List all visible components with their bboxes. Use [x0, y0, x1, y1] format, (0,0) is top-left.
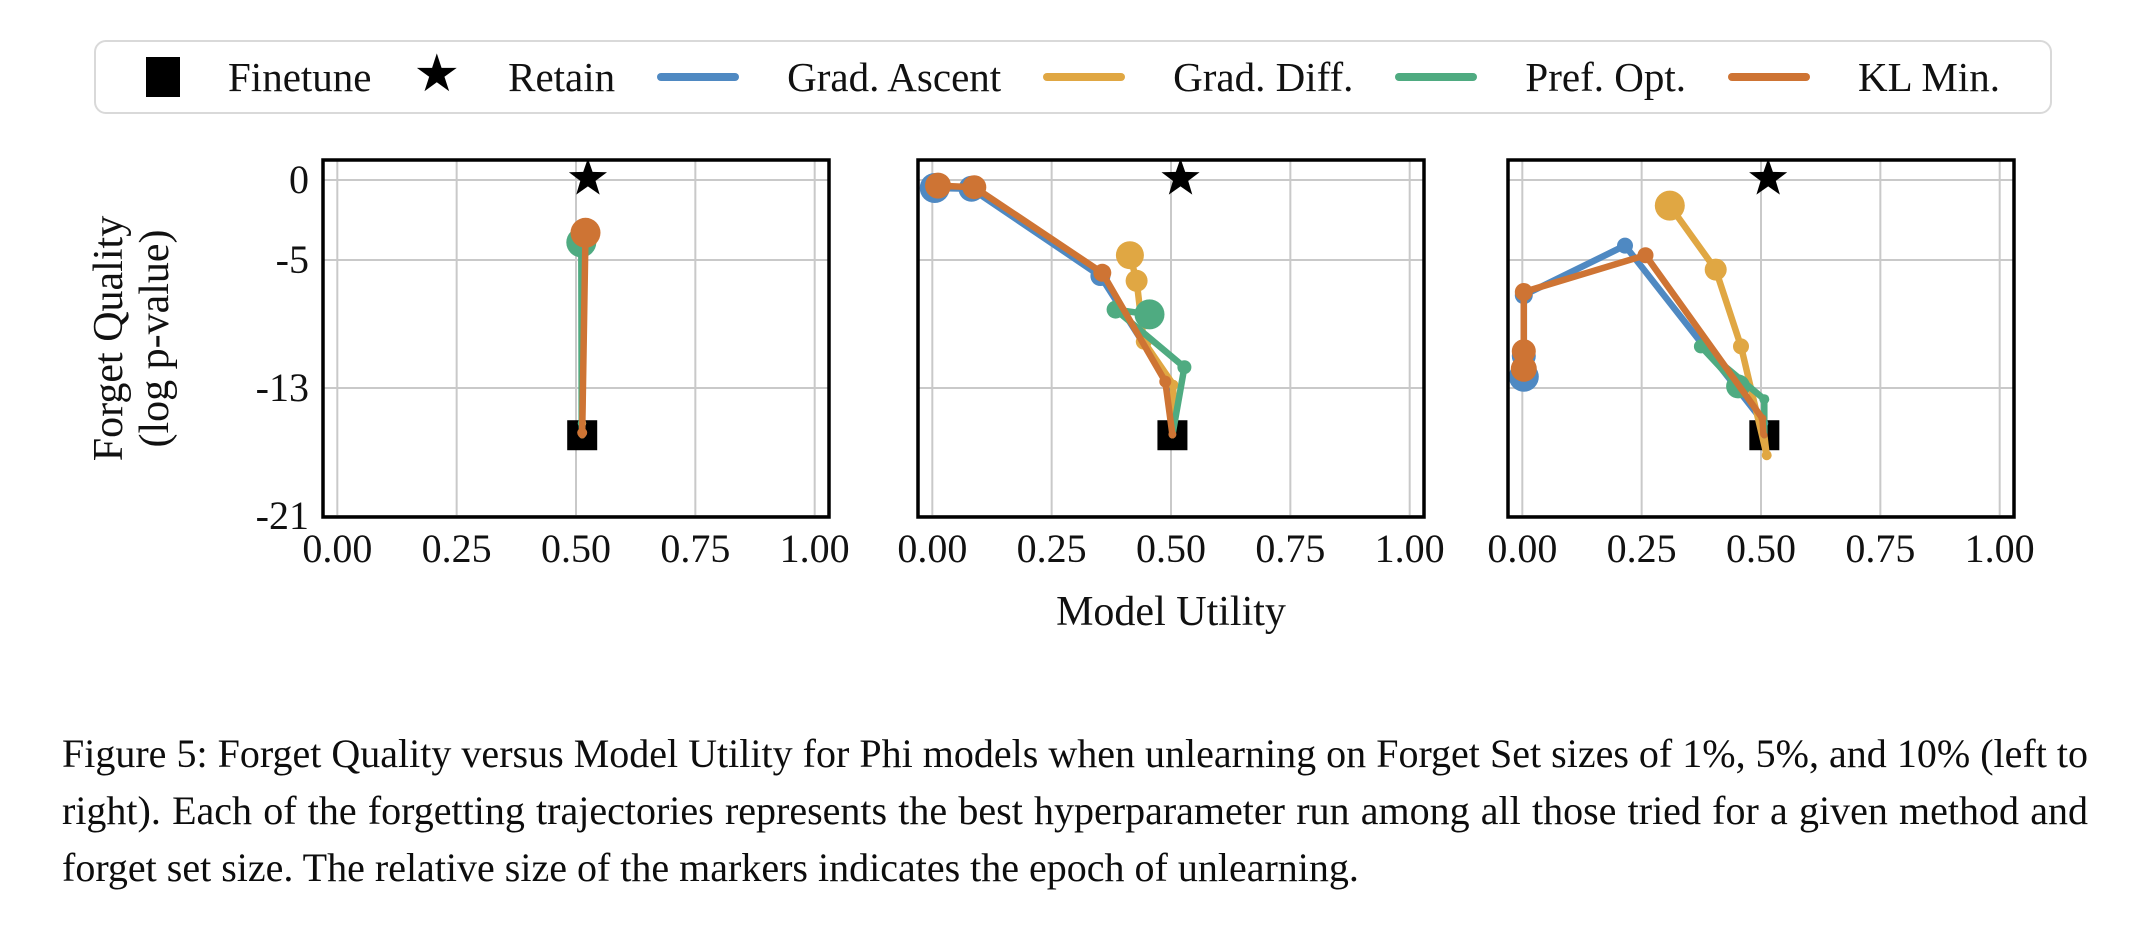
epoch-marker	[1510, 355, 1537, 382]
epoch-marker	[1637, 247, 1654, 264]
epoch-marker	[962, 175, 987, 200]
legend-label: Grad. Diff.	[1173, 53, 1354, 100]
series-kl-min	[570, 217, 601, 439]
y-axis-title-line2: (log p-value)	[132, 229, 178, 447]
data-layer	[919, 172, 1192, 451]
x-axis-title: Model Utility	[1056, 589, 1286, 635]
x-tick-label: 1.00	[1965, 526, 2035, 571]
subplot-forget-set-10pct: 0.00 0.25 0.50 0.75 1.00	[1487, 158, 2035, 571]
finetune-square-icon	[146, 57, 180, 97]
subplot-forget-set-5pct: 0.00 0.25 0.50 0.75 1.00	[897, 158, 1445, 571]
series-grad-ascent	[1508, 237, 1769, 439]
x-tick-label: 0.25	[422, 526, 492, 571]
epoch-marker	[1115, 241, 1144, 270]
retain-star-icon: ★	[413, 46, 461, 103]
legend-label: Grad. Ascent	[787, 53, 1002, 100]
legend-item-finetune: Finetune	[146, 53, 372, 100]
epoch-marker	[570, 217, 601, 248]
legend-item-pref-opt: Pref. Opt.	[1395, 53, 1686, 100]
legend-label: Pref. Opt.	[1525, 53, 1686, 100]
legend-label: KL Min.	[1857, 53, 2000, 100]
epoch-marker	[1617, 237, 1633, 254]
forget-quality-vs-model-utility-chart: 0.00 0.25 0.50 0.75 1.000-5-13-210.00 0.25 0.5…	[86, 157, 2035, 635]
data-layer	[566, 217, 601, 451]
epoch-marker	[1733, 338, 1749, 355]
y-tick-label: 0	[289, 157, 309, 202]
epoch-marker	[925, 172, 951, 199]
x-tick-label: 0.50	[541, 526, 611, 571]
legend-item-grad-ascent: Grad. Ascent	[657, 53, 1002, 100]
epoch-marker	[1654, 190, 1685, 221]
epoch-marker	[1514, 283, 1533, 301]
epoch-marker	[1134, 299, 1165, 330]
epoch-marker	[1760, 431, 1767, 438]
gridlines	[918, 160, 1424, 518]
legend-line-swatch	[657, 73, 740, 81]
x-tick-label: 0.25	[1017, 526, 1087, 571]
x-tick-label: 0.75	[1255, 526, 1325, 571]
axes-box	[916, 158, 1426, 519]
chart-legend: Finetune ★ Retain Grad. Ascent Grad. Diff. Pr…	[94, 40, 2052, 114]
x-tick-label: 0.50	[1136, 526, 1206, 571]
legend-label: Finetune	[228, 53, 372, 100]
x-tick-label: 0.75	[660, 526, 730, 571]
x-tick-label: 1.00	[780, 526, 850, 571]
legend-item-kl-min: KL Min.	[1727, 53, 2000, 100]
gridlines	[1508, 160, 2014, 518]
epoch-marker	[1093, 263, 1112, 282]
legend-item-retain: ★ Retain	[413, 46, 616, 103]
epoch-marker	[1168, 430, 1177, 439]
data-layer	[1508, 190, 1780, 461]
axes-box	[321, 158, 831, 519]
legend-line-swatch	[1727, 73, 1810, 81]
x-tick-label: 1.00	[1375, 526, 1445, 571]
epoch-marker	[1704, 258, 1727, 281]
epoch-marker	[1125, 269, 1148, 292]
y-axis-title-line1: Forget Quality	[86, 216, 132, 461]
gridlines	[323, 160, 829, 518]
legend-label: Retain	[508, 53, 616, 100]
subplot-forget-set-1pct: 0.00 0.25 0.50 0.75 1.00 0 -5 -13 -21	[256, 157, 850, 571]
x-tick-label: 0.00	[897, 526, 967, 571]
series-kl-min	[925, 172, 1177, 439]
y-tick-label: -21	[256, 493, 309, 538]
chart-area: 0.00 0.25 0.50 0.75 1.00 0 -5 -13 -21 0.00 0.25 0.5…	[86, 157, 2035, 635]
x-tick-label: 0.50	[1726, 526, 1796, 571]
legend-item-grad-diff: Grad. Diff.	[1043, 53, 1354, 100]
epoch-marker	[1159, 375, 1172, 388]
y-tick-label: -5	[276, 237, 309, 282]
retain-star-marker	[568, 158, 607, 195]
series-kl-min	[1510, 247, 1768, 439]
legend-line-swatch	[1043, 73, 1126, 81]
epoch-marker	[1761, 450, 1772, 461]
x-tick-label: 0.00	[1487, 526, 1557, 571]
epoch-marker	[1177, 360, 1192, 375]
retain-star-marker	[1749, 158, 1788, 195]
figure-caption: Figure 5: Forget Quality versus Model Ut…	[62, 731, 2088, 890]
x-tick-label: 0.00	[302, 526, 372, 571]
legend-line-swatch	[1395, 73, 1478, 81]
retain-star-marker	[1161, 158, 1200, 195]
epoch-marker	[1758, 414, 1767, 423]
epoch-marker	[1511, 339, 1536, 364]
axes-box	[1506, 158, 2016, 519]
series-grad-diff	[1654, 190, 1772, 461]
series-pref-opt	[1106, 299, 1192, 439]
x-tick-label: 0.75	[1845, 526, 1915, 571]
epoch-marker	[577, 427, 588, 438]
x-tick-label: 0.25	[1607, 526, 1677, 571]
y-tick-label: -13	[256, 365, 309, 410]
epoch-marker	[1759, 394, 1770, 405]
